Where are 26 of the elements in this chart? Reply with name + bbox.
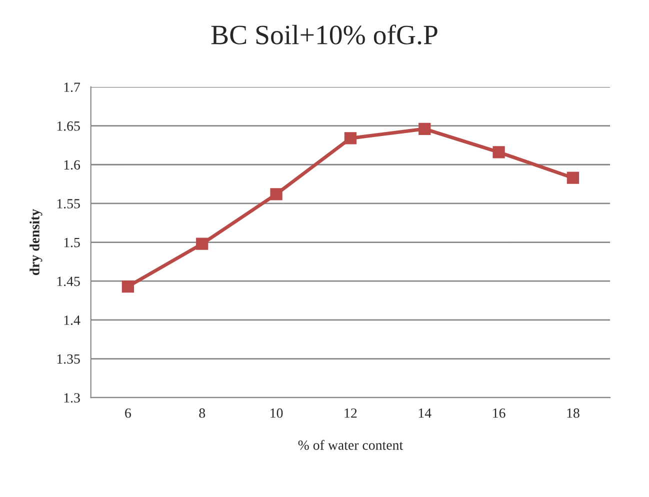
y-tick-label: 1.6 <box>64 160 80 170</box>
point <box>196 238 208 250</box>
point <box>344 132 357 144</box>
point <box>122 280 134 293</box>
y-tick-label: 1.45 <box>57 276 80 286</box>
x-tick-label: 8 <box>199 408 206 418</box>
x-tick-label: 6 <box>125 408 132 418</box>
x-axis-title: % of water content <box>298 440 404 450</box>
point <box>492 146 505 158</box>
x-tick-label: 16 <box>493 408 506 418</box>
y-tick-label: 1.7 <box>64 82 80 92</box>
point <box>566 172 580 184</box>
y-tick-label: 1.65 <box>57 121 80 131</box>
chart-title: BC Soil+10% ofG.P <box>211 24 438 45</box>
y-tick-label: 1.3 <box>64 393 80 403</box>
point <box>270 188 282 200</box>
y-tick-label: 1.5 <box>64 238 80 248</box>
point <box>418 122 431 135</box>
y-tick-label: 1.4 <box>64 316 80 325</box>
x-tick-label: 18 <box>567 408 580 418</box>
x-tick-label: 10 <box>270 408 283 418</box>
y-tick-label: 1.55 <box>57 199 80 208</box>
x-tick-label: 12 <box>344 408 357 418</box>
x-tick-label: 14 <box>418 408 432 418</box>
y-axis-title: dry density <box>30 209 42 276</box>
y-tick-label: 1.35 <box>57 354 80 364</box>
